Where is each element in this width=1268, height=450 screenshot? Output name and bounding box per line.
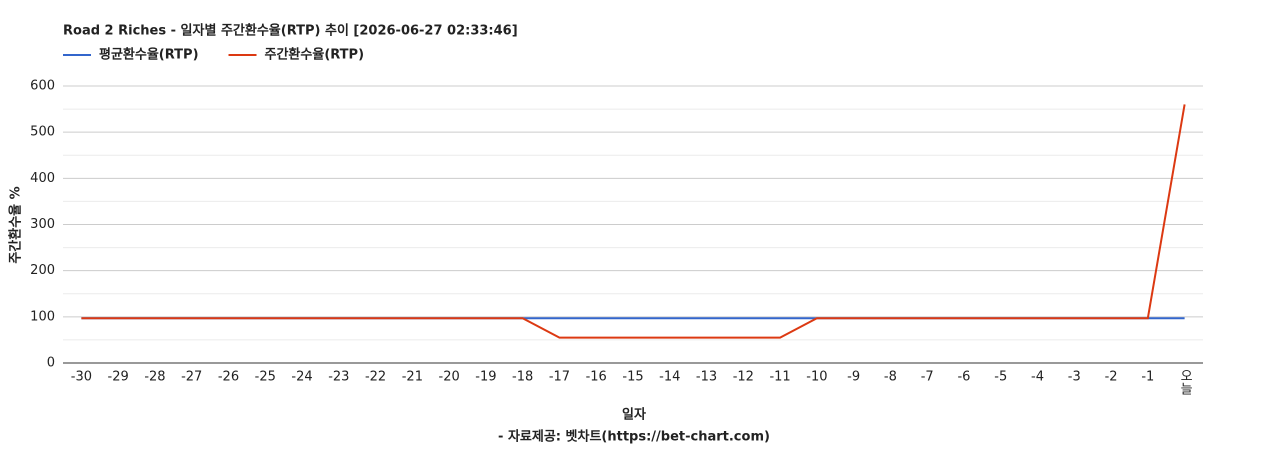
x-tick-label: -25 — [255, 370, 276, 385]
x-tick-label: -9 — [847, 370, 860, 385]
x-tick-label: -17 — [549, 370, 570, 385]
x-tick-label: -8 — [884, 370, 897, 385]
y-axis-label: 주간환수율 % — [8, 186, 24, 263]
y-tick-label: 200 — [30, 263, 55, 278]
x-tick-label: -11 — [769, 370, 790, 385]
y-tick-label: 400 — [30, 171, 55, 186]
x-tick-label: -21 — [402, 370, 423, 385]
x-tick-label: -5 — [994, 370, 1007, 385]
y-tick-label: 0 — [47, 356, 55, 371]
x-tick-label: -30 — [71, 370, 92, 385]
x-tick-label: -22 — [365, 370, 386, 385]
series-line — [81, 104, 1186, 339]
x-tick-label: -16 — [586, 370, 607, 385]
y-tick-label: 500 — [30, 125, 55, 140]
y-tick-label: 100 — [30, 309, 55, 324]
chart-title: Road 2 Riches - 일자별 주간환수율(RTP) 추이 [2026-… — [63, 23, 518, 39]
x-tick-label: -24 — [291, 370, 312, 385]
x-tick-label: -29 — [108, 370, 129, 385]
x-tick-label: -4 — [1031, 370, 1044, 385]
x-axis-label: 일자 — [622, 408, 646, 423]
x-tick-label: -12 — [733, 370, 754, 385]
x-tick-label: -13 — [696, 370, 717, 385]
legend-label: 주간환수율(RTP) — [265, 47, 365, 63]
x-tick-label: -19 — [475, 370, 496, 385]
x-tick-label: -15 — [622, 370, 643, 385]
footer: - 자료제공: 벳차트(https://bet-chart.com) — [498, 429, 770, 445]
x-tick-label: -3 — [1068, 370, 1081, 385]
y-tick-label: 600 — [30, 79, 55, 94]
legend-label: 평균환수율(RTP) — [99, 47, 199, 63]
x-tick-label: -7 — [921, 370, 934, 385]
y-tick-label: 300 — [30, 217, 55, 232]
x-tick-label: -28 — [144, 370, 165, 385]
x-tick-label: -2 — [1105, 370, 1118, 385]
x-tick-label: -23 — [328, 370, 349, 385]
x-tick-label: 오늘 — [1177, 369, 1192, 395]
x-tick-label: -26 — [218, 370, 239, 385]
x-tick-label: -14 — [659, 370, 680, 385]
x-tick-label: -1 — [1141, 370, 1154, 385]
x-tick-label: -18 — [512, 370, 533, 385]
x-tick-label: -20 — [439, 370, 460, 385]
x-tick-label: -6 — [957, 370, 970, 385]
x-tick-label: -10 — [806, 370, 827, 385]
x-tick-label: -27 — [181, 370, 202, 385]
